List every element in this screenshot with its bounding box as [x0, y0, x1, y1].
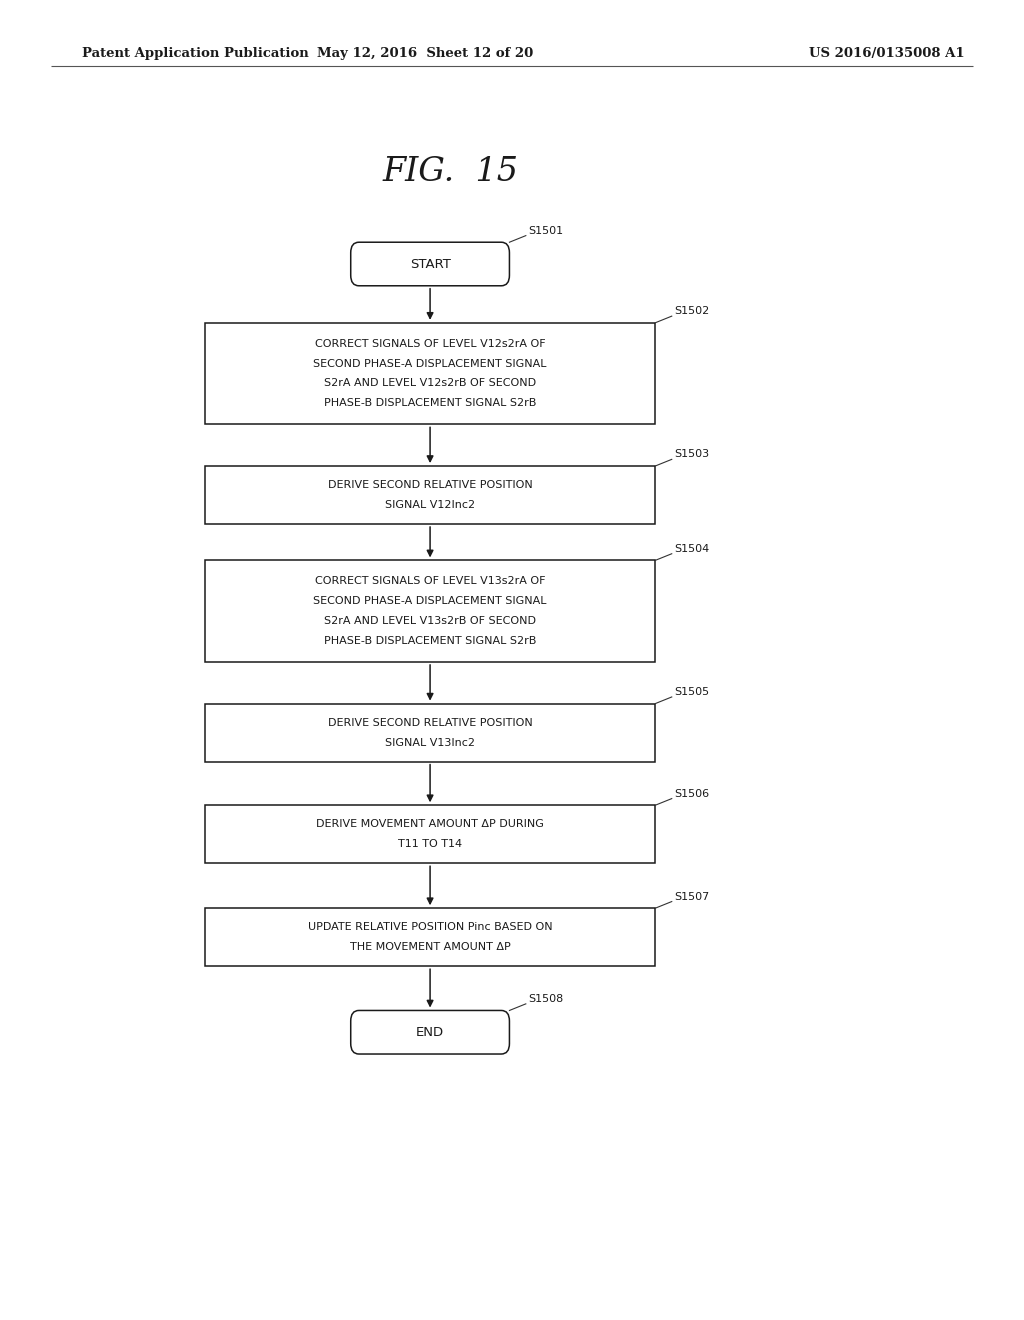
Text: S1503: S1503 — [674, 449, 709, 459]
Text: THE MOVEMENT AMOUNT ΔP: THE MOVEMENT AMOUNT ΔP — [350, 942, 510, 952]
Bar — [205, 805, 655, 863]
Text: SECOND PHASE-A DISPLACEMENT SIGNAL: SECOND PHASE-A DISPLACEMENT SIGNAL — [313, 359, 547, 368]
Text: UPDATE RELATIVE POSITION Pinc BASED ON: UPDATE RELATIVE POSITION Pinc BASED ON — [308, 923, 552, 932]
FancyBboxPatch shape — [350, 242, 510, 286]
Text: START: START — [410, 257, 451, 271]
Text: S2rA AND LEVEL V13s2rB OF SECOND: S2rA AND LEVEL V13s2rB OF SECOND — [324, 616, 537, 626]
Text: SIGNAL V12Inc2: SIGNAL V12Inc2 — [385, 500, 475, 510]
FancyBboxPatch shape — [350, 1011, 510, 1053]
Text: S1506: S1506 — [674, 788, 709, 799]
Bar — [205, 323, 655, 425]
Text: PHASE-B DISPLACEMENT SIGNAL S2rB: PHASE-B DISPLACEMENT SIGNAL S2rB — [324, 636, 537, 645]
Text: Patent Application Publication: Patent Application Publication — [82, 48, 308, 59]
Text: CORRECT SIGNALS OF LEVEL V12s2rA OF: CORRECT SIGNALS OF LEVEL V12s2rA OF — [314, 339, 546, 348]
Bar — [205, 466, 655, 524]
Text: FIG.  15: FIG. 15 — [383, 156, 518, 187]
Text: SIGNAL V13Inc2: SIGNAL V13Inc2 — [385, 738, 475, 747]
Text: END: END — [416, 1026, 444, 1039]
Text: DERIVE SECOND RELATIVE POSITION: DERIVE SECOND RELATIVE POSITION — [328, 718, 532, 727]
Text: S1504: S1504 — [674, 544, 709, 554]
Text: S1508: S1508 — [528, 994, 563, 1003]
Text: S1507: S1507 — [674, 891, 709, 902]
Text: DERIVE SECOND RELATIVE POSITION: DERIVE SECOND RELATIVE POSITION — [328, 480, 532, 490]
Bar — [205, 908, 655, 966]
Text: T11 TO T14: T11 TO T14 — [398, 840, 462, 849]
Text: PHASE-B DISPLACEMENT SIGNAL S2rB: PHASE-B DISPLACEMENT SIGNAL S2rB — [324, 399, 537, 408]
Bar — [205, 560, 655, 661]
Text: US 2016/0135008 A1: US 2016/0135008 A1 — [809, 48, 965, 59]
Text: S2rA AND LEVEL V12s2rB OF SECOND: S2rA AND LEVEL V12s2rB OF SECOND — [324, 379, 537, 388]
Text: DERIVE MOVEMENT AMOUNT ΔP DURING: DERIVE MOVEMENT AMOUNT ΔP DURING — [316, 820, 544, 829]
Text: SECOND PHASE-A DISPLACEMENT SIGNAL: SECOND PHASE-A DISPLACEMENT SIGNAL — [313, 597, 547, 606]
Text: CORRECT SIGNALS OF LEVEL V13s2rA OF: CORRECT SIGNALS OF LEVEL V13s2rA OF — [314, 577, 546, 586]
Text: S1505: S1505 — [674, 686, 709, 697]
Text: S1502: S1502 — [674, 306, 709, 317]
Text: May 12, 2016  Sheet 12 of 20: May 12, 2016 Sheet 12 of 20 — [316, 48, 534, 59]
Bar — [205, 704, 655, 762]
Text: S1501: S1501 — [528, 226, 563, 235]
